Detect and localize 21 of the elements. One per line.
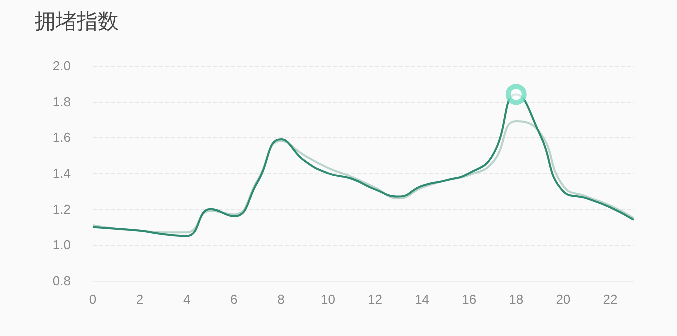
y-tick-label: 1.8 bbox=[52, 94, 71, 110]
x-tick-label: 22 bbox=[603, 292, 618, 307]
line-series bbox=[92, 120, 635, 234]
x-tick-label: 12 bbox=[368, 292, 382, 307]
y-tick-label: 1.2 bbox=[52, 202, 71, 217]
y-tick-label: 1.6 bbox=[52, 130, 71, 146]
x-tick-label: 2 bbox=[136, 292, 144, 307]
x-tick-label: 6 bbox=[230, 292, 238, 307]
x-tick-label: 10 bbox=[320, 292, 336, 307]
x-tick-label: 18 bbox=[509, 292, 524, 307]
x-tick-label: 8 bbox=[278, 292, 285, 307]
y-tick-label: 1.0 bbox=[52, 238, 71, 253]
y-tick-label: 1.4 bbox=[52, 166, 71, 181]
y-tick-label: 2.0 bbox=[52, 58, 71, 74]
x-tick-label: 4 bbox=[183, 292, 191, 307]
x-tick-label: 16 bbox=[462, 292, 477, 307]
chart-title: 拥堵指数 bbox=[35, 10, 119, 34]
x-tick-label: 0 bbox=[89, 292, 97, 307]
x-tick-label: 14 bbox=[415, 292, 430, 307]
x-tick-label: 20 bbox=[556, 292, 571, 307]
y-tick-label: 0.8 bbox=[52, 274, 71, 288]
